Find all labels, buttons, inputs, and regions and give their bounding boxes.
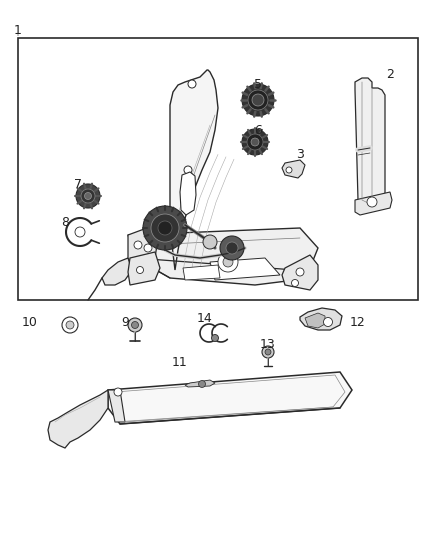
Circle shape — [184, 166, 192, 174]
Circle shape — [81, 189, 95, 203]
Circle shape — [151, 214, 179, 242]
Polygon shape — [128, 252, 160, 285]
Circle shape — [367, 197, 377, 207]
Text: 1: 1 — [14, 23, 22, 36]
Polygon shape — [48, 390, 108, 448]
Text: 8: 8 — [61, 215, 69, 229]
Circle shape — [324, 318, 332, 327]
Polygon shape — [210, 258, 280, 280]
Polygon shape — [102, 258, 132, 285]
Text: 5: 5 — [254, 78, 262, 92]
Polygon shape — [355, 192, 392, 215]
Text: 9: 9 — [121, 316, 129, 328]
Polygon shape — [108, 372, 352, 424]
Circle shape — [262, 346, 274, 358]
Polygon shape — [183, 265, 220, 280]
Circle shape — [242, 129, 268, 155]
Circle shape — [66, 321, 74, 329]
Circle shape — [223, 257, 233, 267]
Circle shape — [143, 206, 187, 250]
Circle shape — [128, 318, 142, 332]
Circle shape — [203, 235, 217, 249]
Circle shape — [292, 279, 299, 287]
Polygon shape — [128, 228, 318, 285]
Circle shape — [242, 84, 274, 116]
Polygon shape — [185, 380, 215, 387]
Polygon shape — [128, 225, 158, 268]
Circle shape — [220, 236, 244, 260]
Circle shape — [188, 80, 196, 88]
Text: 2: 2 — [386, 69, 394, 82]
Circle shape — [144, 244, 152, 252]
Circle shape — [212, 335, 219, 342]
Polygon shape — [305, 313, 325, 328]
Circle shape — [114, 388, 122, 396]
Polygon shape — [108, 390, 125, 422]
Circle shape — [75, 227, 85, 237]
Text: 6: 6 — [254, 124, 262, 136]
Circle shape — [137, 266, 144, 273]
Polygon shape — [180, 172, 196, 215]
Circle shape — [247, 134, 263, 150]
Text: 3: 3 — [296, 149, 304, 161]
Circle shape — [251, 138, 259, 146]
Circle shape — [85, 192, 92, 199]
Circle shape — [226, 242, 238, 254]
Circle shape — [265, 349, 271, 355]
Circle shape — [158, 221, 172, 235]
Text: 10: 10 — [22, 316, 38, 328]
Circle shape — [198, 381, 205, 387]
Text: 13: 13 — [260, 338, 276, 351]
Text: 12: 12 — [350, 316, 366, 328]
Text: 14: 14 — [197, 311, 213, 325]
Polygon shape — [355, 78, 385, 208]
Circle shape — [76, 184, 100, 208]
Circle shape — [62, 317, 78, 333]
Polygon shape — [282, 255, 318, 290]
Bar — [18, 38, 418, 300]
Polygon shape — [282, 160, 305, 178]
Circle shape — [131, 321, 138, 328]
Circle shape — [296, 268, 304, 276]
Text: 11: 11 — [172, 356, 188, 368]
Circle shape — [286, 167, 292, 173]
Circle shape — [252, 94, 264, 106]
Polygon shape — [170, 70, 218, 270]
Circle shape — [248, 90, 268, 110]
Circle shape — [134, 241, 142, 249]
Polygon shape — [300, 308, 342, 330]
Circle shape — [218, 252, 238, 272]
Text: 7: 7 — [74, 179, 82, 191]
